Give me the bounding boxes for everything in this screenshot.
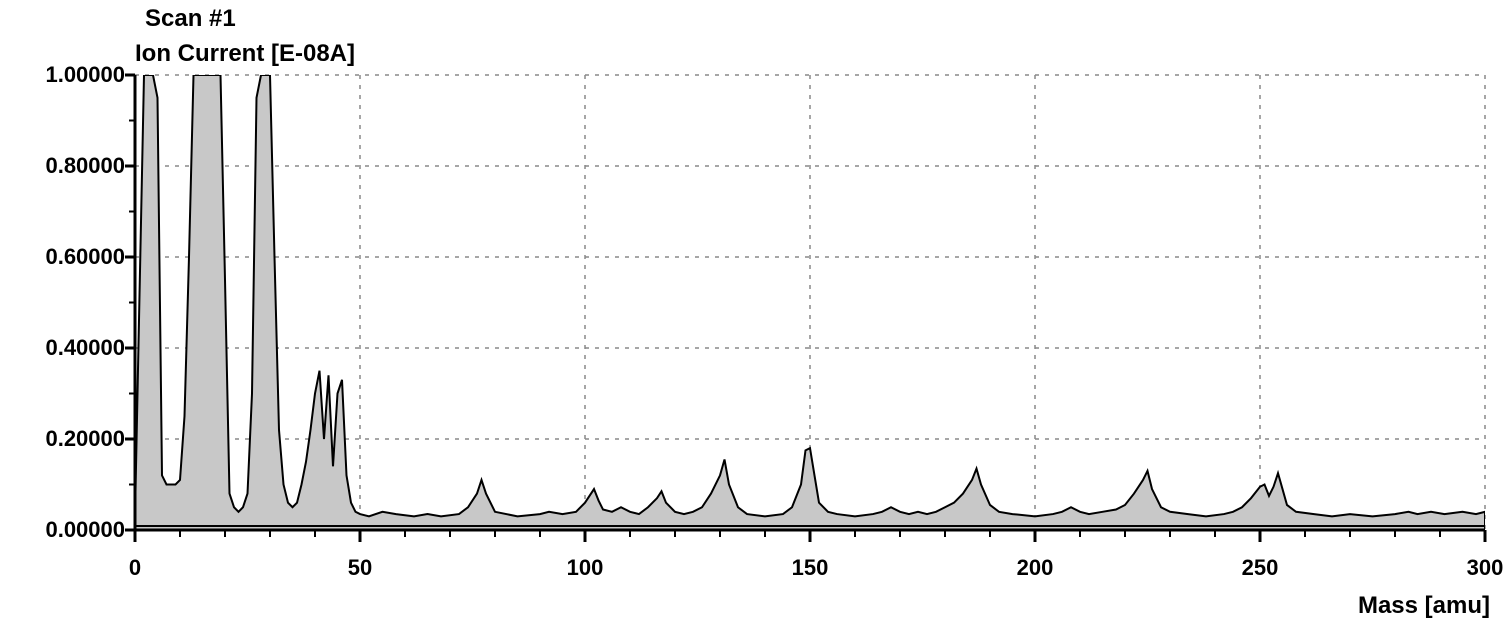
x-tick-label: 100 (567, 555, 604, 581)
x-tick-label: 250 (1242, 555, 1279, 581)
x-tick-label: 50 (348, 555, 372, 581)
y-tick-label: 1.00000 (15, 62, 125, 88)
y-tick-label: 0.80000 (15, 153, 125, 179)
mass-spectrum-chart: Scan #1 Ion Current [E-08A] Mass [amu] 0… (0, 0, 1510, 625)
x-tick-label: 300 (1467, 555, 1504, 581)
y-tick-label: 0.40000 (15, 335, 125, 361)
y-tick-label: 0.20000 (15, 426, 125, 452)
plot-svg (0, 0, 1510, 625)
x-tick-label: 150 (792, 555, 829, 581)
x-tick-label: 0 (129, 555, 141, 581)
x-tick-label: 200 (1017, 555, 1054, 581)
y-tick-label: 0.00000 (15, 517, 125, 543)
y-tick-label: 0.60000 (15, 244, 125, 270)
